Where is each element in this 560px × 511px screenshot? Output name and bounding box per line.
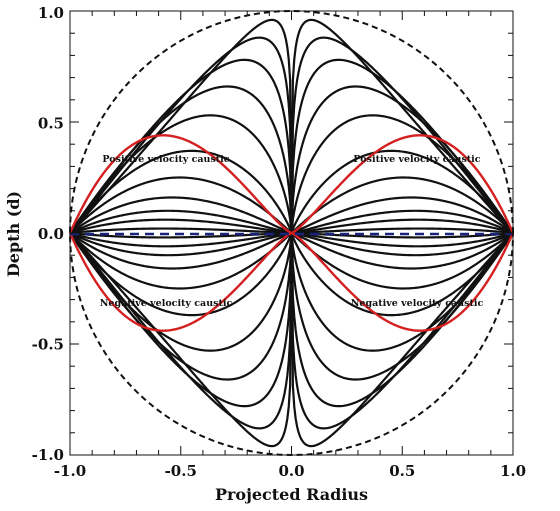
- caustic-curves: [68, 134, 515, 332]
- contour-line: [291, 231, 514, 257]
- contour-line: [290, 58, 514, 234]
- y-tick-label: 0.0: [38, 225, 64, 243]
- contour-line: [291, 231, 514, 270]
- x-axis-title: Projected Radius: [215, 485, 368, 504]
- contour-line: [290, 232, 514, 430]
- contour-line: [69, 232, 293, 448]
- contour-line: [69, 227, 292, 235]
- contour-line: [69, 18, 293, 234]
- contour-line: [69, 196, 292, 235]
- contour-line: [290, 232, 514, 290]
- contour-line: [69, 218, 292, 235]
- contour-line: [69, 176, 293, 234]
- contour-line: [69, 36, 293, 234]
- y-tick-label: 0.5: [38, 115, 64, 133]
- x-tick-label: 0.5: [389, 462, 415, 480]
- contour-line: [69, 231, 292, 248]
- contour-line: [290, 18, 514, 234]
- contour-lines: [69, 18, 514, 448]
- contour-line: [69, 232, 293, 290]
- annotation-positive-left: Positive velocity caustic: [102, 154, 229, 165]
- y-tick-label: 1.0: [38, 4, 64, 22]
- negative-velocity-caustic-curve: [291, 231, 515, 332]
- annotation-negative-right: Negative velocity caustic: [351, 298, 484, 309]
- contour-line: [291, 209, 514, 235]
- x-tick-label: 0.0: [278, 462, 304, 480]
- y-tick-label: -1.0: [32, 446, 64, 464]
- positive-velocity-caustic-curve: [291, 134, 515, 235]
- contour-line: [69, 209, 292, 235]
- contour-line: [69, 231, 292, 270]
- positive-velocity-caustic-curve: [68, 134, 292, 235]
- contour-line: [69, 232, 293, 430]
- y-tick-label: -0.5: [32, 336, 64, 354]
- contour-line: [290, 176, 514, 234]
- annotation-negative-left: Negative velocity caustic: [100, 298, 233, 309]
- contour-line: [291, 196, 514, 235]
- contour-line: [69, 232, 293, 408]
- contour-line: [291, 218, 514, 235]
- x-tick-labels: -1.0 -0.5 0.0 0.5 1.0: [54, 462, 526, 480]
- annotation-positive-right: Positive velocity caustic: [353, 154, 480, 165]
- contour-line: [290, 232, 514, 408]
- negative-velocity-caustic-curve: [68, 231, 292, 332]
- x-tick-label: -1.0: [54, 462, 86, 480]
- contour-line: [290, 232, 514, 448]
- plot-area: [68, 9, 515, 457]
- axis-ticks: [69, 10, 514, 456]
- y-axis-title: Depth (d): [4, 191, 23, 277]
- x-tick-label: -0.5: [165, 462, 197, 480]
- x-tick-label: 1.0: [500, 462, 526, 480]
- contour-line: [291, 227, 514, 235]
- y-tick-labels: -1.0 -0.5 0.0 0.5 1.0: [32, 4, 64, 464]
- contour-line: [290, 36, 514, 234]
- contour-line: [291, 231, 514, 248]
- contour-line: [69, 231, 292, 257]
- unit-circle-boundary: [68, 9, 515, 457]
- contour-line: [69, 58, 293, 234]
